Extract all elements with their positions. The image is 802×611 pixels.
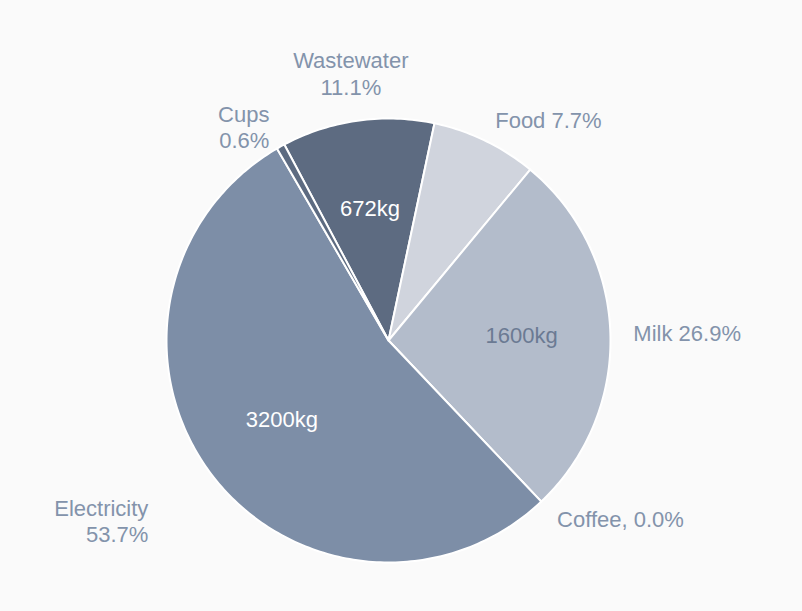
svg-text:Electricity53.7%: Electricity53.7% bbox=[54, 496, 148, 547]
svg-text:Food 7.7%: Food 7.7% bbox=[495, 108, 601, 133]
svg-text:Cups0.6%: Cups0.6% bbox=[218, 102, 269, 153]
svg-text:Milk 26.9%: Milk 26.9% bbox=[633, 321, 741, 346]
svg-text:Wastewater11.1%: Wastewater11.1% bbox=[293, 48, 408, 99]
svg-text:672kg: 672kg bbox=[340, 196, 400, 221]
svg-text:Coffee, 0.0%: Coffee, 0.0% bbox=[557, 507, 684, 532]
svg-text:3200kg: 3200kg bbox=[246, 407, 318, 432]
svg-text:1600kg: 1600kg bbox=[486, 323, 558, 348]
